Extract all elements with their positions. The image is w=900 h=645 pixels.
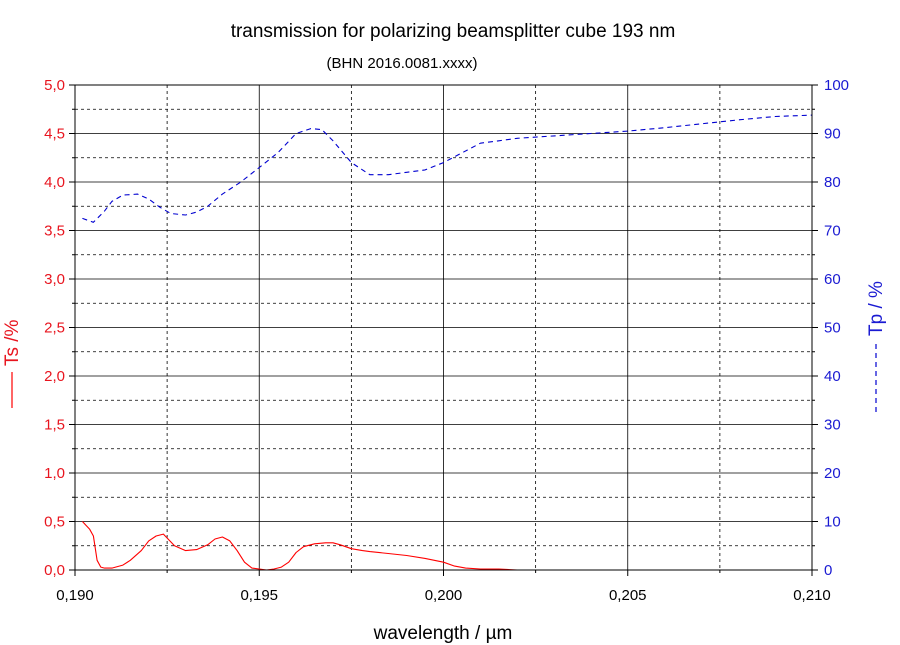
tick-label-right: 0 xyxy=(824,562,832,579)
right-axis-label: Tp / % xyxy=(866,281,887,336)
left-axis-label-group: Ts /% xyxy=(2,319,23,408)
chart-subtitle: (BHN 2016.0081.xxxx) xyxy=(327,55,478,72)
x-axis-label: wavelength / µm xyxy=(373,623,513,644)
tick-label-right: 70 xyxy=(824,223,841,240)
series-line-ts xyxy=(81,521,812,571)
tick-label-right: 100 xyxy=(824,77,849,94)
tick-label-left: 0,0 xyxy=(44,562,65,579)
tick-label-left: 0,5 xyxy=(44,514,65,531)
chart-title: transmission for polarizing beamsplitter… xyxy=(231,21,676,42)
tick-label-left: 3,0 xyxy=(44,271,65,288)
tick-label-right: 10 xyxy=(824,514,841,531)
tick-label-left: 2,0 xyxy=(44,368,65,385)
tick-label-left: 1,5 xyxy=(44,417,65,434)
tick-label-left: 4,0 xyxy=(44,174,65,191)
tick-label-right: 20 xyxy=(824,465,841,482)
tick-label-x: 0,200 xyxy=(425,587,463,604)
tick-label-x: 0,210 xyxy=(793,587,831,604)
series-line-tp xyxy=(82,114,813,223)
tick-label-right: 30 xyxy=(824,417,841,434)
tick-label-x: 0,190 xyxy=(56,587,94,604)
tick-label-left: 4,5 xyxy=(44,126,65,143)
tick-label-x: 0,205 xyxy=(609,587,647,604)
tick-label-right: 40 xyxy=(824,368,841,385)
tick-label-left: 2,5 xyxy=(44,320,65,337)
tick-layer xyxy=(69,84,818,576)
right-axis-label-group: Tp / % xyxy=(866,281,887,412)
tick-label-left: 3,5 xyxy=(44,223,65,240)
tick-label-right: 60 xyxy=(824,271,841,288)
tick-label-right: 80 xyxy=(824,174,841,191)
tick-label-right: 50 xyxy=(824,320,841,337)
tick-label-left: 5,0 xyxy=(44,77,65,94)
series-layer xyxy=(81,114,813,571)
tick-label-right: 90 xyxy=(824,126,841,143)
left-axis-label: Ts /% xyxy=(2,319,23,366)
grid-layer xyxy=(75,85,812,570)
tick-label-left: 1,0 xyxy=(44,465,65,482)
tick-label-x: 0,195 xyxy=(240,587,278,604)
label-layer: 0,0 0,5 1,0 1,5 2,0 2,5 3,0 3,5 4,0 4,5 5,0 0 10 20 30… xyxy=(44,77,849,604)
